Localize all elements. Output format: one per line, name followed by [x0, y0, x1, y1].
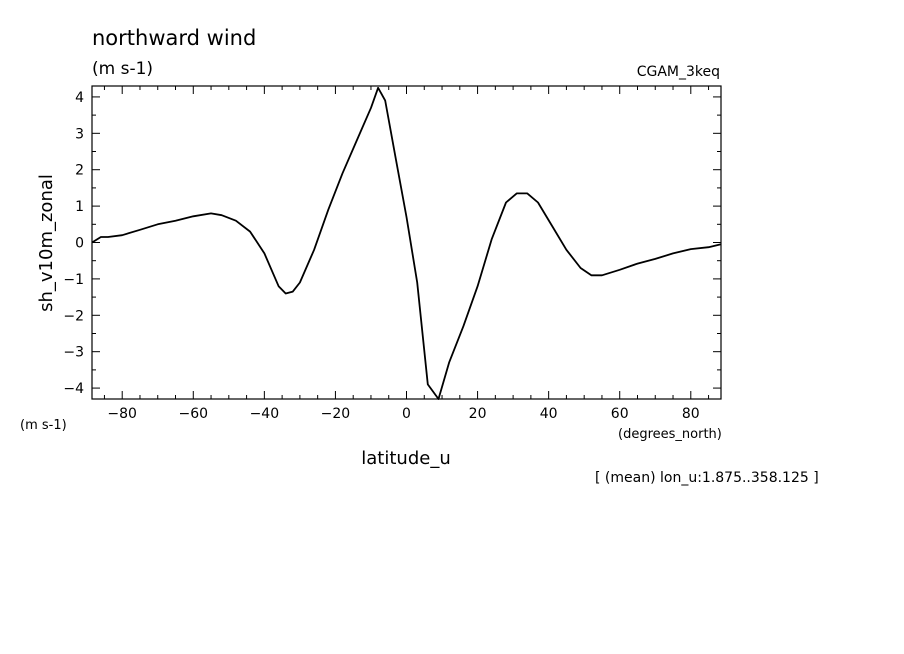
y-tick-label: 3 — [75, 126, 84, 142]
y-tick-label: 2 — [75, 163, 84, 179]
y-axis-unit: (m s-1) — [20, 418, 67, 433]
y-tick-label: −1 — [63, 272, 84, 288]
x-tick-label: −60 — [179, 406, 209, 422]
x-tick-label: −40 — [250, 406, 280, 422]
y-tick-label: 1 — [75, 199, 84, 215]
x-tick-label: 60 — [611, 406, 629, 422]
y-tick-label: 4 — [75, 90, 84, 106]
series-line — [91, 86, 722, 400]
x-axis-label: latitude_u — [361, 448, 450, 469]
dataset-label: CGAM_3keq — [637, 64, 720, 80]
y-tick-label: −3 — [63, 345, 84, 361]
x-tick-label: 0 — [402, 406, 411, 422]
x-tick-label: 40 — [540, 406, 558, 422]
x-axis-unit: (degrees_north) — [618, 427, 722, 442]
x-tick-label: 20 — [469, 406, 487, 422]
plot-frame — [91, 85, 722, 400]
y-tick-label: −4 — [63, 381, 84, 397]
x-tick-label: 80 — [682, 406, 700, 422]
x-tick-label: −80 — [107, 406, 137, 422]
y-tick-label: 0 — [75, 236, 84, 252]
y-axis-label: sh_v10m_zonal — [36, 174, 57, 312]
chart-title: northward wind — [92, 26, 256, 50]
footnote: [ (mean) lon_u:1.875..358.125 ] — [595, 470, 819, 486]
axis-ticks — [92, 86, 721, 399]
y-tick-label: −2 — [63, 308, 84, 324]
chart-subtitle: (m s-1) — [92, 59, 153, 79]
x-tick-label: −20 — [321, 406, 351, 422]
axis-tick-labels: −80 −60 −40 −20 0 20 40 60 80 4 3 2 1 0 −1 −2 −3 −4 — [63, 90, 699, 422]
